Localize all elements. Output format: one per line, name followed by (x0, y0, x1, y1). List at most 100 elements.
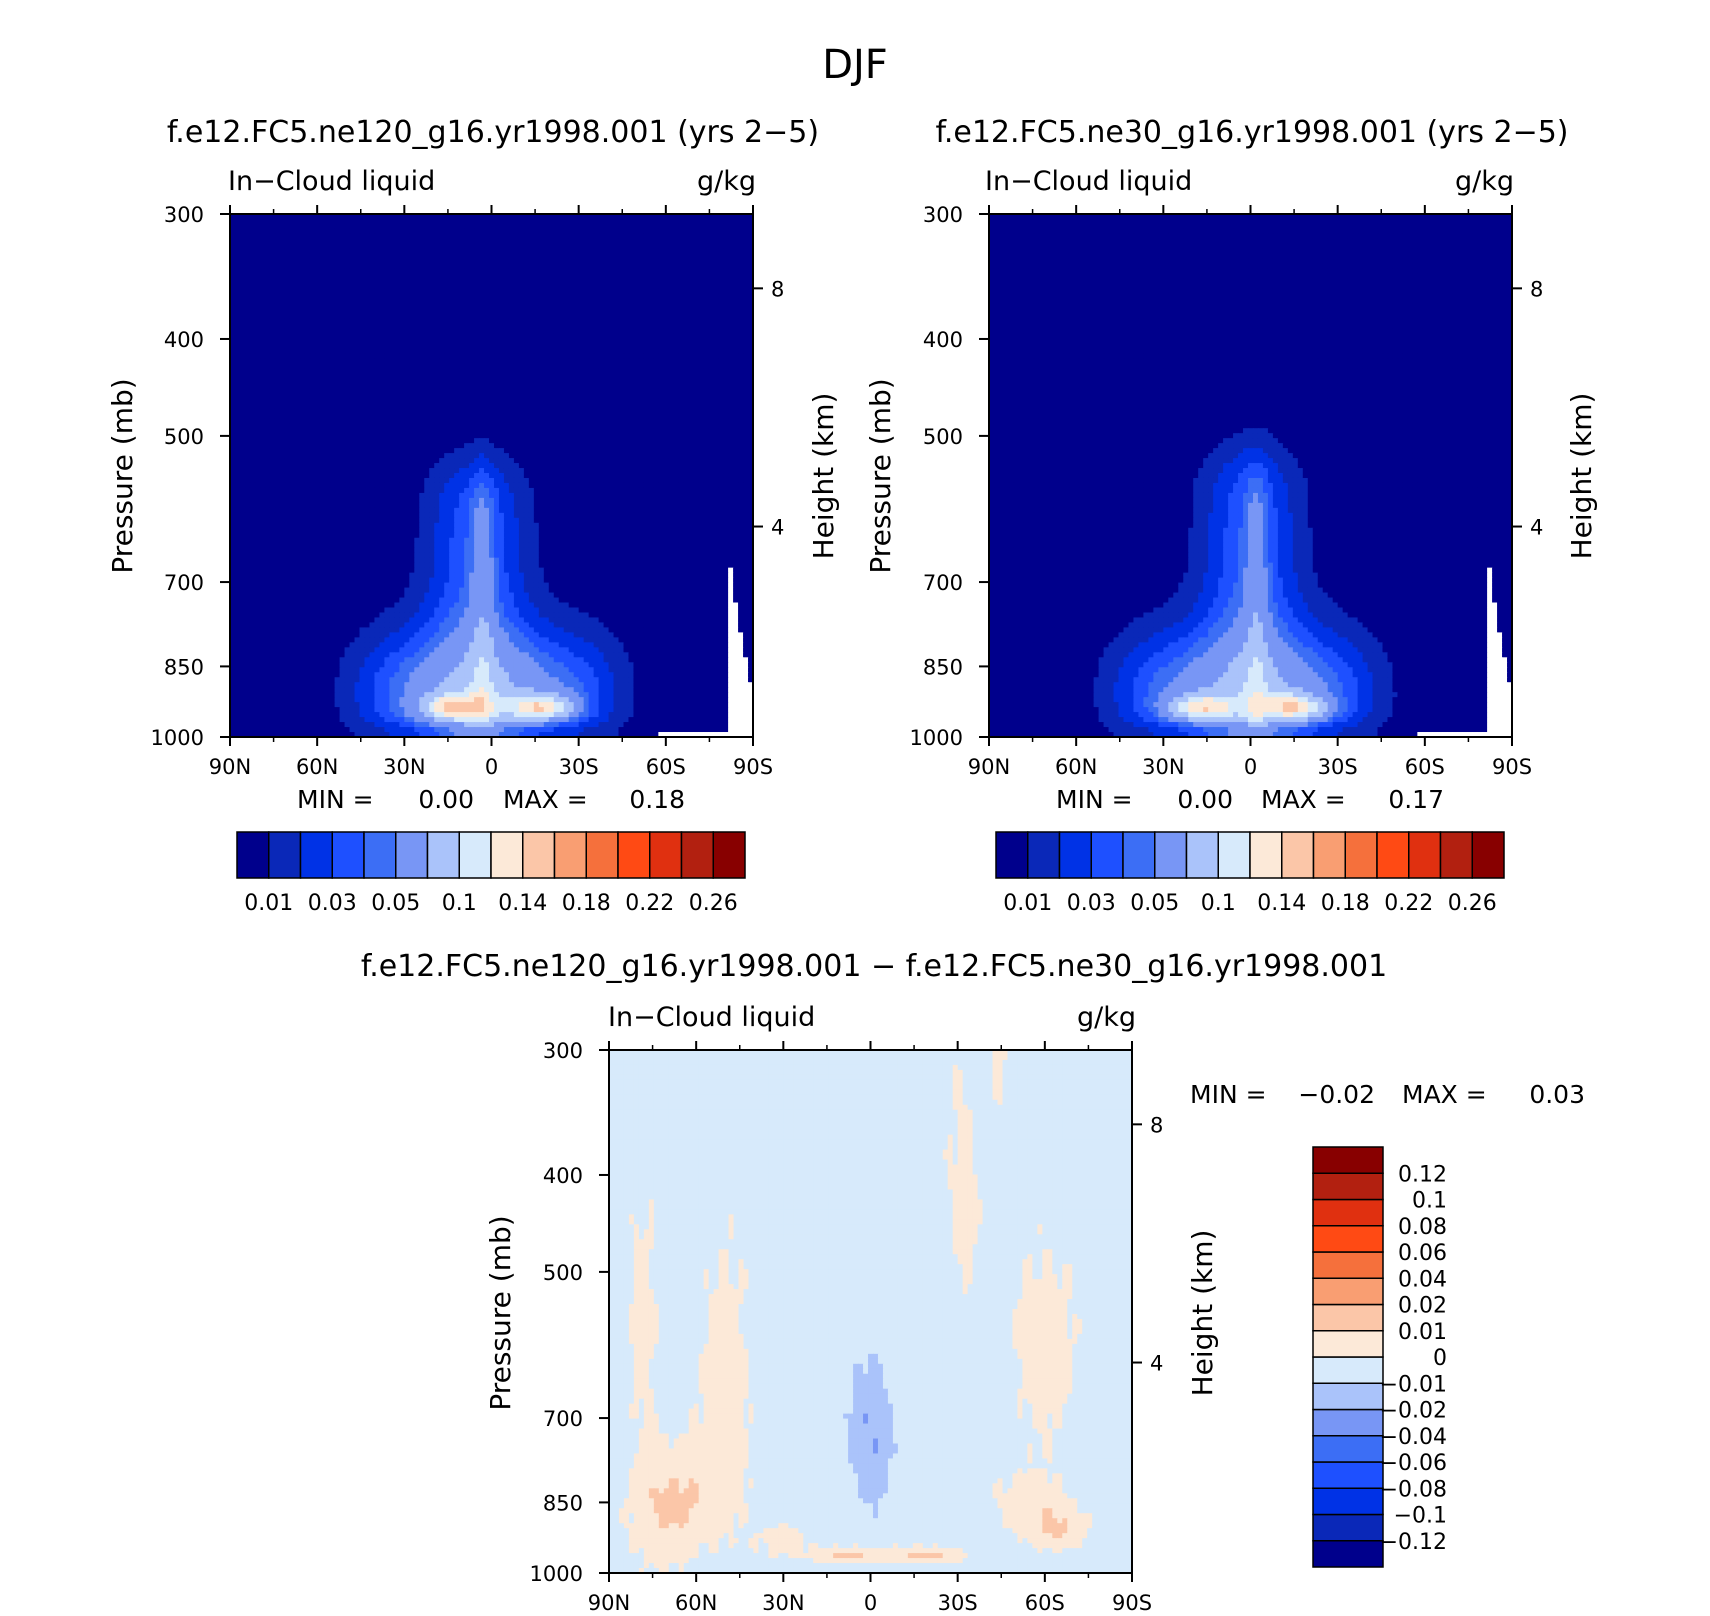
field-cell (314, 413, 321, 419)
field-cell (578, 318, 585, 325)
field-cell (434, 433, 440, 439)
field-cell (444, 378, 450, 384)
field-cell (349, 298, 356, 305)
field-cell (583, 353, 590, 360)
field-cell (279, 218, 286, 225)
field-cell (738, 328, 744, 335)
field-cell (523, 398, 530, 404)
field-cell (459, 448, 465, 454)
field-cell (703, 393, 709, 399)
field-cell (474, 413, 480, 419)
field-cell (249, 363, 256, 370)
field-cell (279, 223, 286, 230)
field-cell (344, 338, 351, 345)
field-cell (244, 218, 251, 225)
field-cell (743, 233, 749, 240)
field-cell (399, 418, 405, 424)
field-cell (498, 318, 505, 325)
field-cell (653, 218, 659, 225)
field-cell (369, 223, 376, 230)
field-cell (349, 228, 356, 235)
field-cell (518, 293, 525, 300)
field-cell (464, 313, 470, 320)
field-cell (588, 388, 595, 394)
field-cell (459, 383, 465, 389)
field-cell (728, 368, 734, 374)
field-cell (434, 263, 440, 270)
field-cell (439, 228, 445, 235)
field-cell (718, 438, 724, 444)
field-cell (498, 373, 505, 379)
field-cell (254, 218, 261, 225)
field-cell (279, 403, 286, 409)
field-cell (459, 368, 465, 374)
field-cell (424, 418, 430, 424)
field-cell (643, 388, 649, 394)
field-cell (643, 238, 649, 245)
field-cell (663, 378, 669, 384)
field-cell (573, 278, 580, 285)
field-cell (638, 443, 645, 449)
field-cell (668, 243, 674, 250)
field-cell (304, 393, 311, 399)
field-cell (558, 388, 565, 394)
field-cell (503, 408, 510, 414)
field-cell (583, 248, 590, 255)
field-cell (553, 273, 560, 280)
field-cell (279, 438, 286, 444)
field-cell (623, 258, 630, 265)
field-cell (518, 303, 525, 310)
field-cell (518, 333, 525, 340)
field-cell (548, 343, 555, 350)
field-cell (593, 223, 600, 230)
field-cell (668, 413, 674, 419)
field-cell (230, 443, 236, 449)
field-cell (439, 253, 445, 260)
field-cell (264, 428, 271, 434)
field-cell (713, 318, 719, 325)
field-cell (653, 398, 659, 404)
field-cell (643, 408, 649, 414)
field-cell (693, 343, 699, 350)
field-cell (399, 218, 405, 225)
field-cell (479, 313, 485, 320)
field-cell (230, 338, 236, 345)
field-cell (618, 353, 625, 360)
field-cell (528, 313, 535, 320)
field-cell (279, 233, 286, 240)
field-cell (498, 273, 505, 280)
field-cell (553, 218, 560, 225)
field-cell (284, 413, 291, 419)
field-cell (264, 338, 271, 345)
field-cell (703, 243, 709, 250)
field-cell (379, 268, 386, 275)
field-cell (568, 348, 575, 355)
field-cell (638, 233, 645, 240)
field-cell (444, 318, 450, 325)
field-cell (309, 448, 316, 454)
field-cell (379, 348, 386, 355)
field-cell (658, 353, 664, 360)
field-cell (573, 408, 580, 414)
field-cell (274, 423, 281, 429)
field-cell (429, 228, 435, 235)
field-cell (284, 418, 291, 424)
field-cell (299, 338, 306, 345)
field-cell (498, 214, 505, 220)
field-cell (553, 253, 560, 260)
field-cell (309, 378, 316, 384)
field-cell (738, 398, 744, 404)
field-cell (523, 223, 530, 230)
field-cell (643, 428, 649, 434)
field-cell (349, 268, 356, 275)
field-cell (230, 268, 236, 275)
field-cell (598, 238, 605, 245)
field-cell (264, 353, 271, 360)
field-cell (743, 328, 749, 335)
field-cell (748, 253, 754, 260)
field-cell (683, 258, 689, 265)
field-cell (573, 363, 580, 370)
field-cell (464, 393, 470, 399)
field-cell (648, 253, 654, 260)
field-cell (449, 378, 455, 384)
